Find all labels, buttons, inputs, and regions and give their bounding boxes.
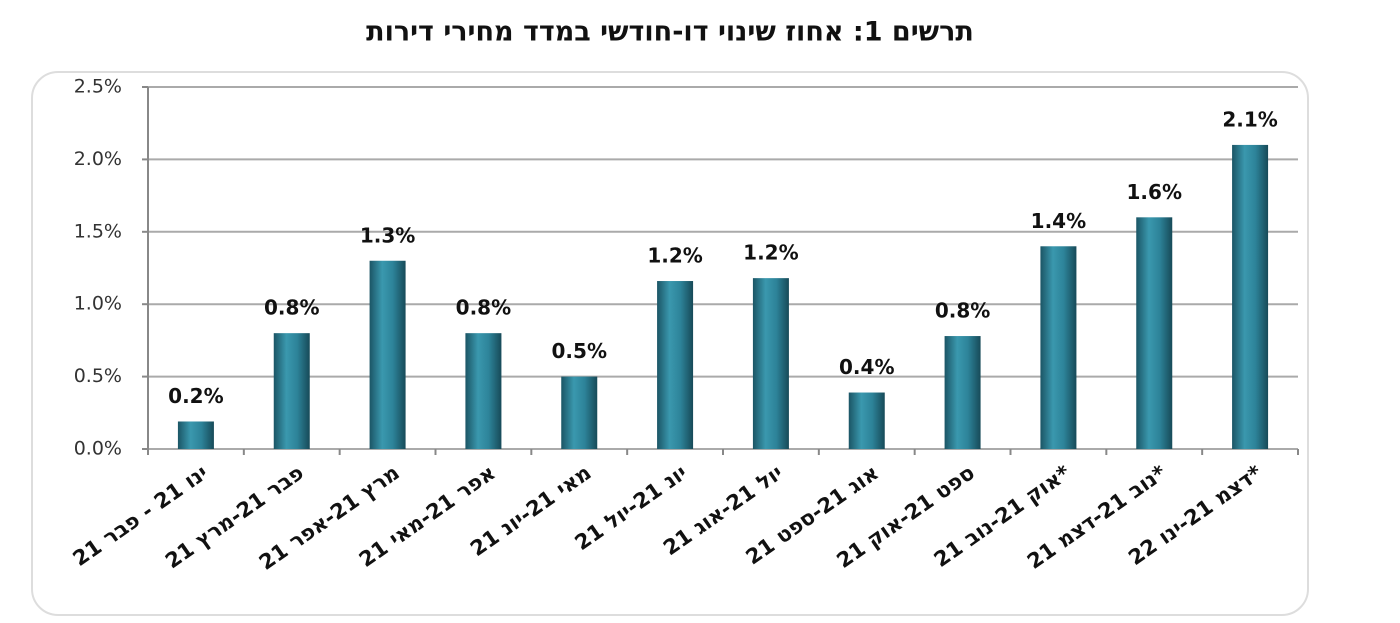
y-tick-label: 0.5%	[74, 365, 122, 387]
bar	[944, 336, 981, 449]
value-label: 1.4%	[1031, 209, 1086, 233]
y-tick-label: 1.0%	[74, 293, 122, 315]
bar	[657, 281, 694, 449]
value-label: 0.8%	[456, 296, 511, 320]
value-label: 0.5%	[552, 339, 607, 363]
bar	[177, 421, 214, 449]
value-label: 2.1%	[1222, 107, 1277, 131]
value-label: 1.2%	[743, 241, 798, 265]
value-label: 1.3%	[360, 223, 415, 247]
bar	[465, 333, 502, 449]
bar	[1136, 217, 1173, 449]
frame	[31, 71, 1309, 616]
y-tick-label: 0.0%	[74, 438, 122, 460]
bar	[273, 333, 310, 449]
bar	[369, 260, 406, 449]
value-label: 0.4%	[839, 355, 894, 379]
y-tick-label: 2.5%	[74, 76, 122, 98]
y-tick-label: 2.0%	[74, 148, 122, 170]
value-label: 0.2%	[168, 384, 223, 408]
value-label: 1.2%	[647, 244, 702, 268]
bar	[1232, 144, 1269, 450]
chart-title: תרשים 1: אחוז שינוי דו-חודשי במדד מחירי …	[366, 17, 974, 48]
y-tick-label: 1.5%	[74, 220, 122, 242]
bar	[752, 278, 789, 449]
bar	[848, 392, 885, 449]
bar	[561, 376, 598, 449]
value-label: 1.6%	[1127, 180, 1182, 204]
value-label: 0.8%	[935, 299, 990, 323]
bar	[1040, 246, 1077, 449]
value-label: 0.8%	[264, 296, 319, 320]
